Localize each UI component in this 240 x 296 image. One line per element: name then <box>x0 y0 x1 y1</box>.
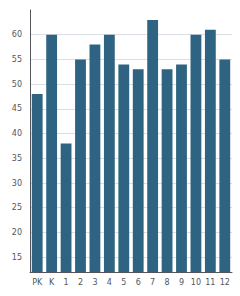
svg-text:55: 55 <box>12 55 22 64</box>
svg-text:50: 50 <box>12 80 22 89</box>
svg-text:7: 7 <box>150 278 155 287</box>
svg-text:30: 30 <box>12 179 22 188</box>
svg-text:45: 45 <box>12 104 22 113</box>
svg-text:20: 20 <box>12 228 22 237</box>
svg-text:25: 25 <box>12 203 22 212</box>
svg-text:6: 6 <box>136 278 141 287</box>
svg-text:8: 8 <box>165 278 170 287</box>
svg-text:1: 1 <box>64 278 69 287</box>
svg-text:12: 12 <box>220 278 230 287</box>
svg-text:4: 4 <box>107 278 112 287</box>
svg-text:10: 10 <box>191 278 201 287</box>
svg-text:2: 2 <box>78 278 83 287</box>
svg-text:40: 40 <box>12 129 22 138</box>
svg-text:9: 9 <box>179 278 184 287</box>
svg-text:35: 35 <box>12 154 22 163</box>
svg-text:5: 5 <box>121 278 126 287</box>
svg-text:PK: PK <box>32 278 43 287</box>
svg-text:11: 11 <box>205 278 215 287</box>
svg-text:3: 3 <box>92 278 97 287</box>
svg-text:60: 60 <box>12 30 22 39</box>
svg-text:15: 15 <box>12 253 22 262</box>
svg-text:K: K <box>49 278 55 287</box>
